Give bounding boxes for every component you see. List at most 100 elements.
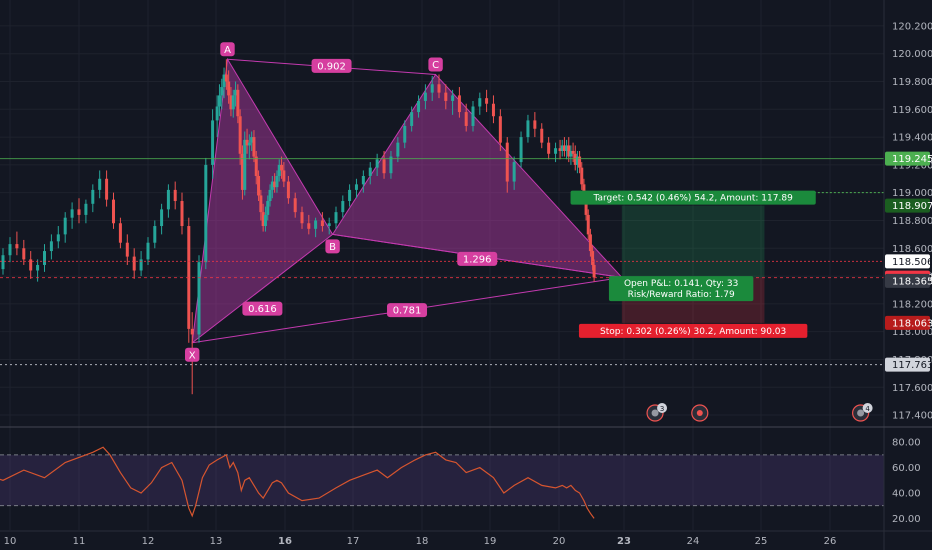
point-b-badge-text: B bbox=[329, 242, 336, 253]
candle-body bbox=[173, 189, 177, 202]
price-tag-bg bbox=[885, 151, 930, 166]
candle-body bbox=[257, 176, 261, 196]
candle-body bbox=[215, 106, 219, 121]
price-tag-118-365[interactable]: 118.365 bbox=[885, 273, 932, 288]
ratio-xb-label[interactable]: 0.616 bbox=[242, 301, 283, 316]
stop-label-line-0: Stop: 0.302 (0.26%) 30.2, Amount: 90.03 bbox=[600, 327, 786, 337]
candle-body bbox=[261, 212, 265, 227]
stop-label[interactable]: Stop: 0.302 (0.26%) 30.2, Amount: 90.03 bbox=[578, 323, 808, 338]
pattern-xab-triangle[interactable] bbox=[191, 57, 334, 344]
time-tick-label: 13 bbox=[210, 536, 223, 547]
time-tick-label: 11 bbox=[73, 536, 86, 547]
candle-body bbox=[571, 150, 575, 154]
event-marker-news[interactable]: 4 bbox=[851, 403, 873, 422]
candle-body bbox=[389, 156, 393, 174]
price-tick-label: 119.200 bbox=[892, 160, 932, 171]
candle-body bbox=[591, 251, 595, 265]
candle-body bbox=[125, 242, 129, 257]
candle-body bbox=[554, 148, 558, 154]
candle-body bbox=[229, 95, 233, 110]
ratio-xd-label-text: 0.781 bbox=[393, 306, 422, 317]
candle-body bbox=[1, 255, 5, 270]
ratio-xd-label-bg bbox=[387, 303, 428, 318]
point-c-badge-text: C bbox=[432, 60, 439, 71]
candle-body bbox=[586, 214, 590, 235]
point-b-badge[interactable]: B bbox=[325, 239, 340, 254]
point-a-badge-text: A bbox=[224, 45, 231, 56]
candle-body bbox=[444, 92, 448, 101]
price-tag-text: 118.365 bbox=[892, 276, 932, 287]
candle-body bbox=[63, 217, 67, 235]
price-tag-117-763[interactable]: 117.763 bbox=[885, 357, 932, 372]
candle-body bbox=[314, 220, 318, 229]
candle-body bbox=[105, 178, 109, 200]
price-tag-text: 119.245 bbox=[892, 154, 932, 165]
price-tag-118-907[interactable]: 118.907 bbox=[885, 198, 932, 213]
long-position-tool[interactable] bbox=[621, 205, 765, 323]
price-tick-label: 119.600 bbox=[892, 105, 932, 116]
price-tag-118-063[interactable]: 118.063 bbox=[885, 315, 932, 330]
candle-body bbox=[368, 167, 372, 176]
calendar-dot-icon bbox=[651, 409, 659, 417]
candle-body bbox=[464, 112, 468, 126]
candle-body bbox=[56, 234, 60, 242]
price-tick-label: 119.000 bbox=[892, 188, 932, 199]
ratio-bd-label[interactable]: 1.296 bbox=[457, 251, 498, 266]
event-marker-flag[interactable] bbox=[691, 404, 709, 422]
candle-body bbox=[84, 203, 88, 215]
time-tick-label: 26 bbox=[824, 536, 837, 547]
candle-body bbox=[396, 142, 400, 157]
candle-body bbox=[533, 120, 537, 129]
ratio-ac-label[interactable]: 0.902 bbox=[311, 58, 352, 73]
price-tick-label: 119.400 bbox=[892, 133, 932, 144]
point-x-badge[interactable]: X bbox=[185, 347, 200, 362]
candle-body bbox=[341, 201, 345, 213]
candle-body bbox=[43, 251, 46, 265]
profit-zone[interactable] bbox=[621, 205, 765, 278]
ratio-xd-label[interactable]: 0.781 bbox=[387, 303, 428, 318]
point-b-badge-bg bbox=[325, 239, 340, 254]
time-tick-label: 23 bbox=[617, 536, 631, 547]
candle-body bbox=[540, 128, 544, 143]
candle-body bbox=[118, 223, 122, 243]
candle-body bbox=[300, 212, 304, 224]
candle-body bbox=[247, 142, 251, 146]
price-tick-label: 117.600 bbox=[892, 383, 932, 394]
point-a-badge-bg bbox=[220, 42, 235, 57]
candle-body bbox=[139, 259, 143, 271]
time-tick-label: 20 bbox=[553, 536, 566, 547]
candle-body bbox=[280, 164, 284, 171]
candle-body bbox=[293, 198, 297, 213]
price-tick-label: 120.000 bbox=[892, 49, 932, 60]
candle-body bbox=[275, 176, 279, 188]
flag-dot-icon bbox=[696, 410, 703, 416]
price-tick-label: 120.200 bbox=[892, 21, 932, 32]
candle-body bbox=[273, 181, 277, 188]
price-tick-label: 119.800 bbox=[892, 77, 932, 88]
price-tick-label: 118.800 bbox=[892, 216, 932, 227]
candle-body bbox=[361, 176, 365, 185]
candle-body bbox=[526, 120, 530, 138]
event-marker-news[interactable]: 3 bbox=[646, 403, 668, 422]
candle-body bbox=[584, 198, 588, 215]
target-label[interactable]: Target: 0.542 (0.46%) 54.2, Amount: 117.… bbox=[570, 190, 816, 205]
price-tag-bg bbox=[885, 273, 930, 288]
price-tag-118-506[interactable]: 118.506 bbox=[885, 254, 932, 269]
candle-body bbox=[580, 167, 584, 185]
candle-body bbox=[266, 201, 270, 215]
candle-body bbox=[270, 181, 274, 190]
price-tag-119-245[interactable]: 119.245 bbox=[885, 151, 932, 166]
point-a-badge[interactable]: A bbox=[220, 42, 235, 57]
candle-body bbox=[430, 84, 434, 93]
rsi-line bbox=[0, 446, 595, 519]
point-c-badge-bg bbox=[428, 57, 443, 72]
rsi-pane[interactable] bbox=[0, 426, 932, 519]
point-c-badge[interactable]: C bbox=[428, 57, 443, 72]
price-tag-bg bbox=[885, 198, 930, 213]
candle-body bbox=[234, 89, 238, 96]
